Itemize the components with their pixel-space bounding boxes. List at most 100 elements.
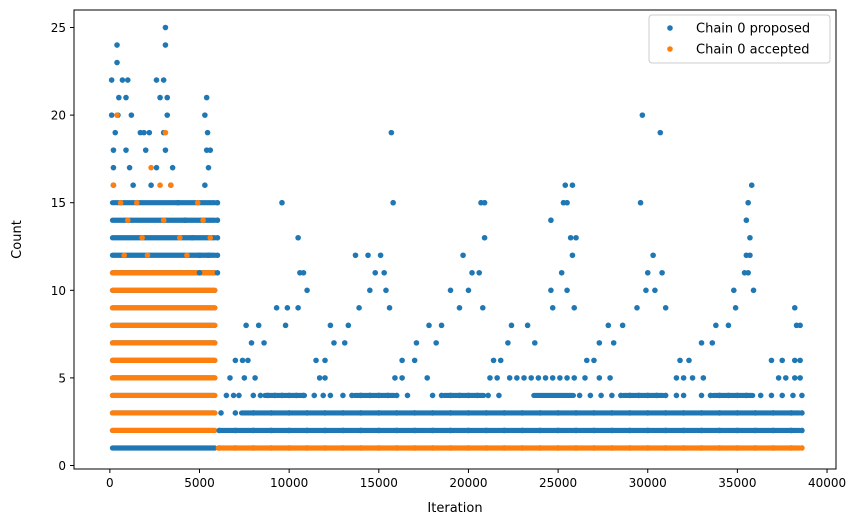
proposed-point [146,129,153,136]
proposed-point [506,375,513,381]
proposed-point [799,392,805,399]
proposed-point [393,392,400,399]
accepted-point [609,445,615,451]
proposed-point [791,375,798,381]
proposed-point [293,392,300,399]
proposed-point [214,252,221,259]
proposed-point [465,410,472,416]
accepted-point [662,445,669,451]
proposed-point [564,287,570,294]
proposed-point [748,182,755,188]
proposed-point [331,340,337,346]
proposed-point [725,392,732,399]
proposed-point [609,427,615,434]
proposed-point [108,112,115,118]
accepted-point [168,182,174,188]
proposed-point [662,305,669,311]
proposed-point [322,375,328,381]
proposed-point [153,77,160,83]
proposed-point [232,357,239,364]
accepted-point [799,445,805,451]
proposed-point [797,357,803,364]
proposed-point [116,94,122,101]
proposed-band-late [217,427,802,434]
proposed-point [605,322,612,329]
accepted-point [411,445,418,451]
proposed-point [372,269,379,276]
accepted-point [304,445,310,451]
proposed-point [627,427,633,434]
legend-label-proposed: Chain 0 proposed [696,22,810,37]
proposed-point [508,322,515,329]
proposed-point [481,234,488,241]
proposed-point [571,375,578,381]
proposed-point [295,234,301,241]
proposed-point [607,375,613,381]
proposed-point [576,392,583,399]
proposed-point [358,410,364,416]
proposed-point [108,77,115,83]
accepted-point [573,445,579,451]
proposed-point [214,269,221,276]
legend: Chain 0 proposed Chain 0 accepted [648,14,831,64]
proposed-point [384,392,391,399]
accepted-point [591,445,597,451]
proposed-point [548,287,554,294]
y-tick-label: 0 [58,459,66,473]
proposed-point [392,375,398,381]
proposed-point [214,234,221,241]
proposed-point [367,392,373,399]
proposed-point [474,392,481,399]
proposed-point [438,322,445,329]
proposed-point [725,322,732,329]
proposed-point [775,375,782,381]
proposed-point [528,375,534,381]
proposed-point [791,305,798,311]
proposed-point [341,340,348,346]
proposed-point [680,392,687,399]
proposed-point [216,427,223,434]
accepted-point [322,445,328,451]
x-tick-label: 10000 [270,476,308,490]
proposed-point [356,305,362,311]
proposed-point [340,410,346,416]
proposed-point [609,410,615,416]
accepted-band-early [109,270,218,276]
proposed-point [716,427,723,434]
proposed-band-early [109,235,218,241]
proposed-point [557,375,563,381]
proposed-point [610,340,617,346]
proposed-point [284,305,291,311]
proposed-point [365,252,371,259]
proposed-point [716,392,723,399]
proposed-point [182,217,188,224]
proposed-point [501,410,508,416]
proposed-point [169,164,176,171]
proposed-point [790,392,796,399]
proposed-point [257,392,264,399]
proposed-point [747,234,753,241]
proposed-point [619,322,626,329]
proposed-point [313,357,319,364]
proposed-point [358,427,364,434]
proposed-point [250,392,257,399]
proposed-point [447,410,454,416]
proposed-point [698,410,705,416]
proposed-point [519,410,526,416]
proposed-band-early [109,200,218,206]
proposed-point [232,427,239,434]
x-tick-label: 35000 [718,476,756,490]
accepted-point [393,445,400,451]
proposed-point [485,392,491,399]
accepted-point [162,129,169,136]
proposed-point [558,269,565,276]
y-tick-label: 10 [51,284,66,298]
accepted-point [232,445,239,451]
accepted-band-early [109,287,218,293]
proposed-point [609,392,615,399]
proposed-point [429,410,436,416]
proposed-point [779,392,786,399]
proposed-point [164,112,171,118]
proposed-point [399,375,405,381]
